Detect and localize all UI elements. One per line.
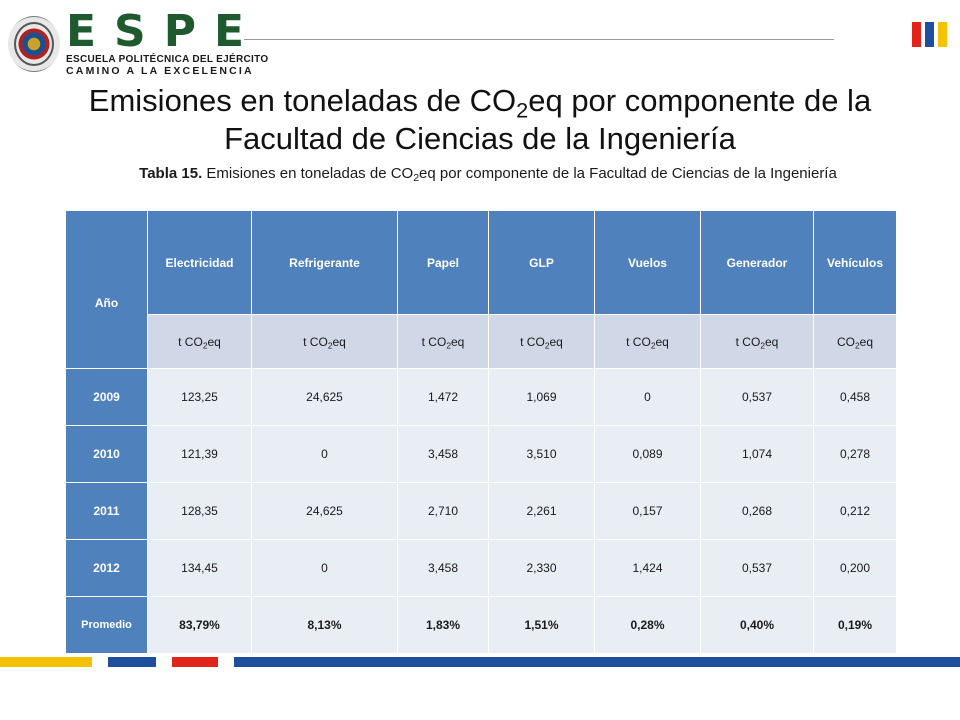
footer-long-blue-bar — [234, 657, 960, 667]
year-cell: 2011 — [65, 482, 148, 540]
column-header-electricidad: Electricidad — [147, 210, 252, 315]
value-cell: 0 — [251, 425, 398, 483]
footer-yellow-bar — [0, 657, 92, 667]
column-header-vuelos: Vuelos — [594, 210, 701, 315]
unit-cell: t CO2eq — [488, 314, 595, 369]
average-cell: 1,51% — [488, 596, 595, 654]
value-cell: 2,261 — [488, 482, 595, 540]
logo-institution-name: ESCUELA POLITÉCNICA DEL EJÉRCITO — [66, 54, 269, 65]
unit-cell: t CO2eq — [594, 314, 701, 369]
average-cell: 0,19% — [813, 596, 897, 654]
year-cell: 2012 — [65, 539, 148, 597]
unit-cell: t CO2eq — [251, 314, 398, 369]
value-cell: 134,45 — [147, 539, 252, 597]
flag-red-stripe — [912, 22, 921, 47]
value-cell: 2,330 — [488, 539, 595, 597]
value-cell: 0,537 — [700, 368, 814, 426]
average-cell: 0,40% — [700, 596, 814, 654]
average-cell: 83,79% — [147, 596, 252, 654]
value-cell: 1,069 — [488, 368, 595, 426]
column-header-refrigerante: Refrigerante — [251, 210, 398, 315]
value-cell: 0,157 — [594, 482, 701, 540]
value-cell: 0 — [594, 368, 701, 426]
average-row: Promedio 83,79% 8,13% 1,83% 1,51% 0,28% … — [65, 596, 897, 654]
flag-yellow-stripe — [938, 22, 947, 47]
logo-motto: CAMINO A LA EXCELENCIA — [66, 65, 254, 77]
footer-red-bar — [172, 657, 218, 667]
value-cell: 24,625 — [251, 482, 398, 540]
table-row: 2010 121,39 0 3,458 3,510 0,089 1,074 0,… — [65, 425, 897, 483]
column-header-glp: GLP — [488, 210, 595, 315]
slide-title: Emisiones en toneladas de CO2eq por comp… — [88, 83, 872, 156]
table-caption: Tabla 15. Emisiones en toneladas de CO2e… — [139, 165, 837, 185]
average-cell: 0,28% — [594, 596, 701, 654]
flag-blue-stripe — [925, 22, 934, 47]
footer-blue-bar — [108, 657, 156, 667]
value-cell: 128,35 — [147, 482, 252, 540]
value-cell: 0 — [251, 539, 398, 597]
column-header-generador: Generador — [700, 210, 814, 315]
value-cell: 3,510 — [488, 425, 595, 483]
average-cell: 8,13% — [251, 596, 398, 654]
value-cell: 1,074 — [700, 425, 814, 483]
unit-cell: t CO2eq — [700, 314, 814, 369]
year-header: Año — [65, 210, 148, 369]
header-divider — [244, 39, 834, 40]
value-cell: 1,472 — [397, 368, 489, 426]
table-row: 2009 123,25 24,625 1,472 1,069 0 0,537 0… — [65, 368, 897, 426]
value-cell: 0,537 — [700, 539, 814, 597]
value-cell: 0,268 — [700, 482, 814, 540]
unit-cell: t CO2eq — [147, 314, 252, 369]
value-cell: 0,458 — [813, 368, 897, 426]
caption-label: Tabla 15. — [139, 165, 203, 182]
table-row: 2012 134,45 0 3,458 2,330 1,424 0,537 0,… — [65, 539, 897, 597]
year-cell: 2009 — [65, 368, 148, 426]
table-row: 2011 128,35 24,625 2,710 2,261 0,157 0,2… — [65, 482, 897, 540]
value-cell: 3,458 — [397, 539, 489, 597]
value-cell: 0,278 — [813, 425, 897, 483]
average-label: Promedio — [65, 596, 148, 654]
value-cell: 0,212 — [813, 482, 897, 540]
value-cell: 0,200 — [813, 539, 897, 597]
value-cell: 123,25 — [147, 368, 252, 426]
value-cell: 1,424 — [594, 539, 701, 597]
unit-cell: CO2eq — [813, 314, 897, 369]
year-cell: 2010 — [65, 425, 148, 483]
value-cell: 3,458 — [397, 425, 489, 483]
column-header-papel: Papel — [397, 210, 489, 315]
column-header-vehiculos: Vehículos — [813, 210, 897, 315]
value-cell: 2,710 — [397, 482, 489, 540]
value-cell: 121,39 — [147, 425, 252, 483]
value-cell: 0,089 — [594, 425, 701, 483]
emissions-table: Año Electricidad Refrigerante Papel GLP … — [65, 210, 897, 654]
espe-wordmark: ESPE — [66, 6, 263, 57]
value-cell: 24,625 — [251, 368, 398, 426]
unit-cell: t CO2eq — [397, 314, 489, 369]
average-cell: 1,83% — [397, 596, 489, 654]
espe-seal-logo — [8, 16, 60, 72]
